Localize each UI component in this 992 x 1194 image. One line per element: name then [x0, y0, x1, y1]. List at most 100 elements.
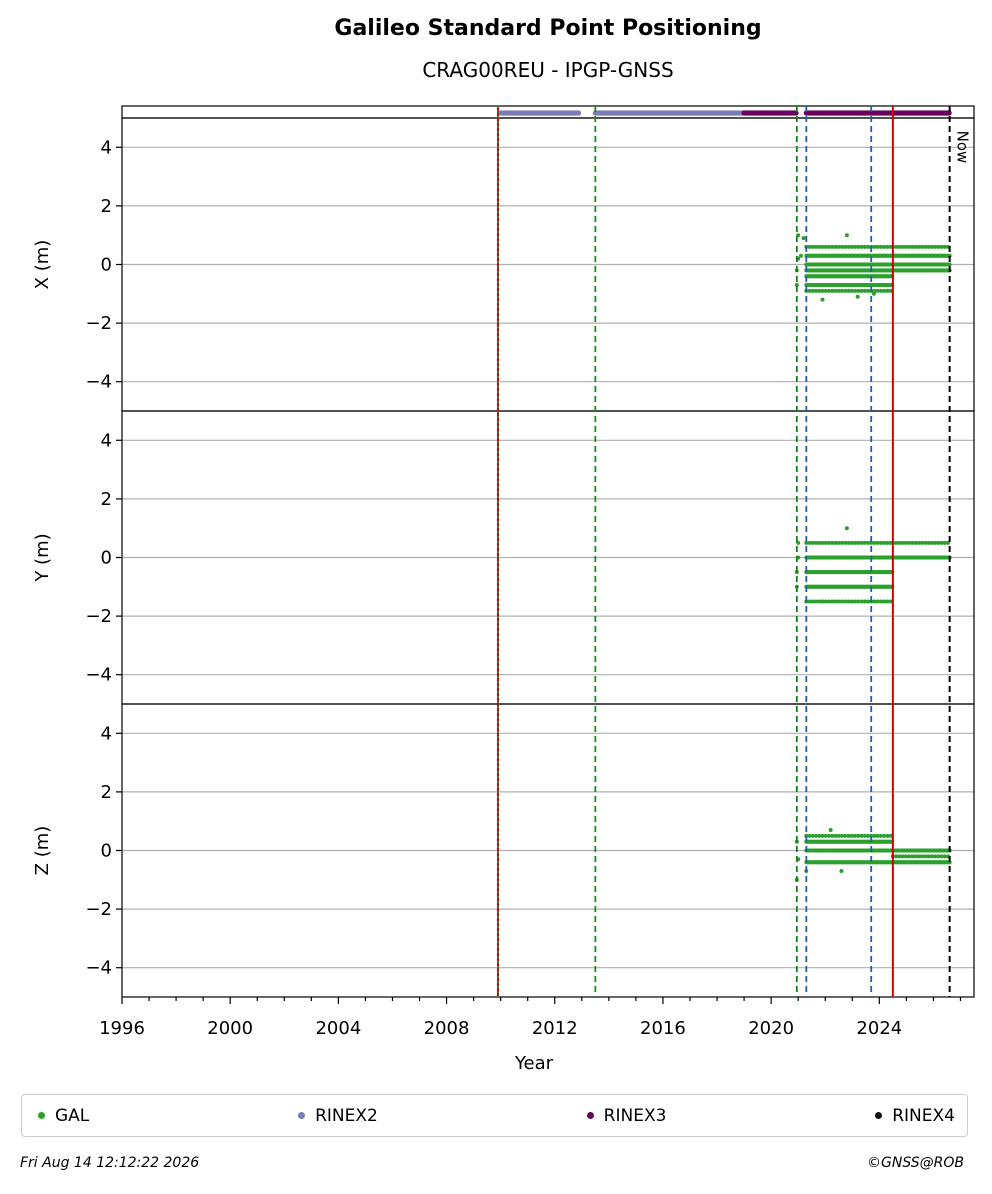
data-point: [916, 540, 921, 545]
data-point: [929, 854, 934, 859]
legend-label: RINEX2: [315, 1105, 378, 1126]
data-point: [885, 599, 890, 604]
chart-subtitle: CRAG00REU - IPGP-GNSS: [422, 58, 674, 82]
data-point: [836, 288, 841, 293]
data-point: [823, 540, 828, 545]
data-point: [828, 827, 833, 832]
data-point: [810, 599, 815, 604]
data-point: [894, 854, 899, 859]
now-label: Now: [954, 131, 972, 164]
data-point: [939, 854, 944, 859]
y-tick-label: 0: [101, 255, 112, 276]
data-point: [942, 540, 947, 545]
data-point: [827, 244, 832, 249]
data-point: [894, 540, 899, 545]
data-point: [910, 244, 915, 249]
data-point: [814, 244, 819, 249]
data-point: [823, 599, 828, 604]
data-point: [852, 540, 857, 545]
y-tick-label: −4: [85, 372, 112, 393]
data-point: [817, 540, 822, 545]
data-point: [936, 854, 941, 859]
data-point: [843, 540, 848, 545]
x-tick-label: 2004: [315, 1018, 361, 1039]
rinex4-marker-icon: [875, 1112, 883, 1119]
data-point: [872, 244, 877, 249]
data-point: [849, 599, 854, 604]
gal-marker-icon: [38, 1112, 45, 1119]
data-point: [882, 540, 887, 545]
data-point: [885, 540, 890, 545]
data-point: [878, 833, 883, 838]
data-point: [798, 253, 803, 258]
data-point: [878, 288, 883, 293]
data-point: [894, 244, 899, 249]
x-tick-label: 2016: [640, 1018, 686, 1039]
legend-label: GAL: [55, 1105, 90, 1126]
data-point: [929, 540, 934, 545]
data-point: [833, 540, 838, 545]
data-point: [942, 854, 947, 859]
data-point: [827, 288, 832, 293]
panel-frame: [121, 703, 975, 998]
data-point: [817, 288, 822, 293]
data-point: [907, 244, 912, 249]
y-tick-label: 4: [101, 430, 112, 451]
x-tick-label: 2024: [856, 1018, 902, 1039]
data-point: [888, 599, 893, 604]
data-point: [947, 262, 952, 267]
legend-item-gal: GAL: [38, 1106, 89, 1126]
data-point: [840, 540, 845, 545]
data-point: [920, 244, 925, 249]
data-point: [807, 540, 812, 545]
data-point: [820, 288, 825, 293]
y-tick-label: 2: [101, 782, 112, 803]
panel-x: [116, 117, 975, 412]
data-point: [907, 854, 912, 859]
generated-timestamp: Fri Aug 14 12:12:22 2026: [20, 1155, 200, 1171]
data-point: [840, 288, 845, 293]
data-point: [875, 540, 880, 545]
x-tick-label: 2020: [748, 1018, 794, 1039]
data-point: [920, 854, 925, 859]
data-point: [820, 833, 825, 838]
x-tick-label: 2008: [424, 1018, 470, 1039]
data-point: [814, 540, 819, 545]
data-point: [846, 288, 851, 293]
data-point: [913, 244, 918, 249]
data-point: [794, 283, 799, 288]
data-point: [862, 288, 867, 293]
data-point: [846, 599, 851, 604]
data-point: [933, 540, 938, 545]
data-point: [843, 599, 848, 604]
data-point: [882, 288, 887, 293]
data-point: [869, 540, 874, 545]
data-point: [869, 833, 874, 838]
data-point: [810, 288, 815, 293]
data-point: [913, 854, 918, 859]
data-point: [823, 288, 828, 293]
data-point: [872, 833, 877, 838]
data-point: [882, 833, 887, 838]
y-tick-label: 4: [101, 723, 112, 744]
data-point: [807, 599, 812, 604]
data-point: [820, 540, 825, 545]
data-point: [846, 540, 851, 545]
data-point: [865, 833, 870, 838]
data-point: [859, 288, 864, 293]
data-point: [814, 599, 819, 604]
data-point: [810, 540, 815, 545]
data-point: [833, 244, 838, 249]
data-point: [817, 833, 822, 838]
data-point: [827, 540, 832, 545]
data-point: [885, 244, 890, 249]
data-point: [852, 599, 857, 604]
data-point: [900, 540, 905, 545]
data-point: [810, 244, 815, 249]
data-point: [836, 833, 841, 838]
panel-z: [116, 703, 975, 998]
data-point: [878, 540, 883, 545]
data-point: [933, 854, 938, 859]
data-point: [820, 599, 825, 604]
data-point: [849, 833, 854, 838]
